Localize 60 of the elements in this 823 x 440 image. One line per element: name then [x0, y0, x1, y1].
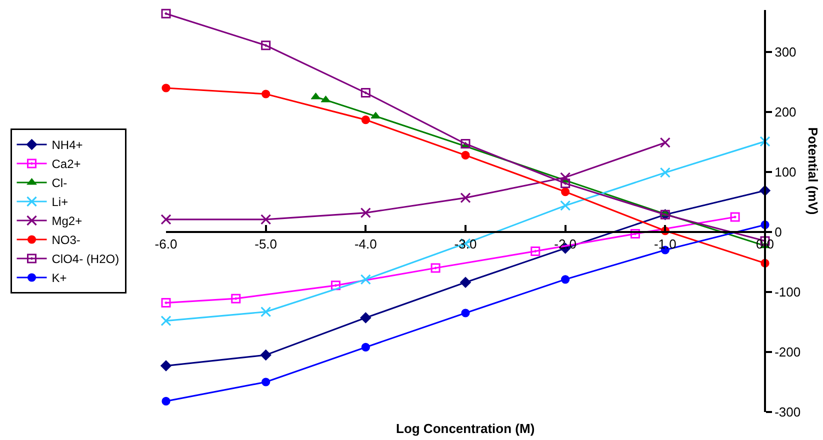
point [360, 88, 370, 98]
point [162, 84, 170, 92]
y-tick-label: -200 [774, 344, 801, 360]
y-tick-label: 200 [774, 104, 796, 120]
point [460, 276, 471, 288]
y-axis-title: Potential (mV) [805, 127, 820, 215]
legend-label: ClO4- (H2O) [52, 252, 120, 266]
legend-label: K+ [52, 271, 67, 286]
point [561, 275, 570, 284]
point [260, 306, 272, 318]
point [730, 212, 740, 222]
point [262, 90, 270, 98]
x-tick-label: -4.0 [354, 236, 377, 252]
y-tick-label: 100 [774, 164, 796, 180]
legend-label: NH4+ [52, 138, 83, 152]
point [161, 8, 171, 18]
point [760, 136, 770, 147]
point [461, 150, 470, 160]
x-axis-title: Log Concentration (M) [396, 421, 535, 436]
x-tick-label: 0.0 [756, 236, 774, 252]
point [360, 312, 372, 324]
point [261, 40, 271, 50]
point [360, 208, 371, 218]
point [161, 298, 171, 308]
point [162, 396, 170, 406]
point [330, 280, 340, 290]
legend-label: Ca2+ [52, 157, 81, 172]
y-tick-label: 300 [774, 44, 796, 60]
point [560, 178, 570, 188]
point [630, 229, 640, 239]
x-tick-label: -1.0 [654, 236, 676, 252]
y-tick-label: -300 [774, 404, 801, 420]
point [460, 192, 471, 204]
point [461, 308, 470, 318]
point [460, 139, 470, 149]
point [430, 263, 440, 273]
x-tick-label: -5.0 [254, 236, 278, 252]
x-tick-label: -6.0 [154, 236, 178, 252]
point [262, 378, 270, 386]
point [560, 172, 571, 183]
point [561, 188, 570, 196]
y-tick-label: -100 [774, 284, 801, 300]
point [160, 316, 172, 326]
point [660, 137, 670, 148]
point [361, 116, 370, 124]
y-tick-label: 0 [774, 224, 782, 240]
legend-label: Cl- [52, 176, 68, 190]
point [560, 200, 571, 211]
point [260, 214, 272, 225]
legend-label: Li+ [52, 195, 68, 210]
legend-label: NO3- [52, 233, 80, 248]
point [660, 167, 670, 178]
point [530, 246, 540, 256]
point [231, 294, 241, 304]
point [160, 214, 172, 225]
legend-label: Mg2+ [52, 214, 82, 228]
point [360, 274, 371, 285]
point [361, 342, 370, 352]
point [160, 360, 172, 372]
point [260, 350, 272, 360]
